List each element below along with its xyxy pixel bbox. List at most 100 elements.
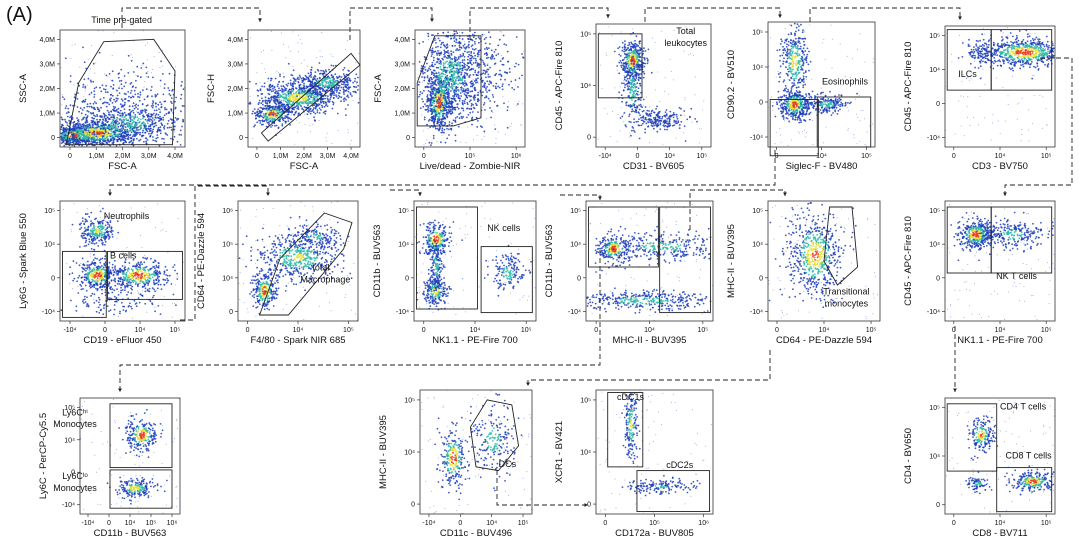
event (168, 93, 170, 95)
event (117, 114, 119, 116)
event (450, 61, 452, 63)
event (482, 91, 484, 93)
event (151, 124, 153, 126)
event (268, 105, 270, 107)
event (337, 77, 339, 79)
event (495, 86, 497, 88)
event (473, 84, 475, 86)
event (95, 102, 97, 104)
event (147, 71, 148, 72)
event (433, 117, 435, 119)
event (268, 97, 270, 99)
event (486, 57, 488, 59)
event (89, 132, 91, 134)
event (133, 71, 135, 73)
event (461, 68, 463, 70)
event (449, 124, 451, 126)
event (310, 96, 312, 98)
event (103, 30, 104, 31)
event (122, 115, 124, 117)
event (122, 100, 124, 102)
event (157, 129, 159, 131)
event (112, 102, 114, 104)
event (353, 100, 354, 101)
event (446, 128, 448, 130)
event (454, 56, 456, 58)
event (79, 138, 81, 140)
event (84, 61, 86, 63)
event (427, 107, 429, 109)
event (443, 69, 445, 71)
event (456, 62, 458, 64)
event (122, 139, 124, 141)
event (482, 34, 484, 36)
event (94, 73, 95, 74)
event (431, 79, 433, 81)
event (323, 102, 325, 104)
event (319, 77, 321, 79)
event (150, 128, 152, 130)
event (84, 126, 86, 128)
event (90, 143, 92, 145)
event (306, 98, 308, 100)
event (124, 116, 126, 118)
event (124, 102, 126, 104)
event (429, 66, 431, 68)
event (110, 116, 112, 118)
event (100, 98, 102, 100)
event (280, 85, 282, 87)
event (119, 138, 121, 140)
event (107, 138, 109, 140)
event (261, 93, 263, 95)
event (148, 133, 150, 135)
event (69, 140, 71, 142)
event (123, 86, 125, 88)
event (484, 34, 485, 35)
event (434, 64, 436, 66)
event (93, 103, 95, 105)
event (134, 116, 136, 118)
event (271, 50, 272, 51)
event (267, 112, 269, 114)
event (345, 49, 346, 50)
event (119, 92, 121, 94)
event (455, 31, 457, 33)
event (433, 60, 435, 62)
event (77, 92, 79, 94)
event (275, 103, 277, 105)
event (430, 100, 432, 102)
event (432, 82, 434, 84)
event (269, 116, 271, 118)
event (303, 100, 305, 102)
event (317, 91, 319, 93)
event (278, 72, 279, 73)
event (115, 98, 117, 100)
event (436, 52, 438, 54)
event (475, 60, 477, 62)
event (314, 94, 316, 96)
event (92, 81, 94, 83)
event (88, 106, 90, 108)
event (444, 70, 446, 72)
event (154, 119, 156, 121)
event (459, 49, 461, 51)
event (463, 65, 465, 67)
event (330, 93, 332, 95)
event (482, 72, 484, 74)
event (130, 97, 132, 99)
event (458, 56, 460, 58)
event (319, 73, 321, 75)
event (501, 55, 502, 56)
event (294, 83, 296, 85)
event (166, 109, 168, 111)
event (440, 46, 442, 48)
event (455, 80, 457, 82)
event (447, 31, 449, 33)
event (128, 55, 130, 57)
event (61, 136, 63, 138)
event (79, 142, 81, 144)
event (485, 43, 487, 45)
event (327, 89, 329, 91)
event (131, 131, 133, 133)
event (442, 86, 444, 88)
